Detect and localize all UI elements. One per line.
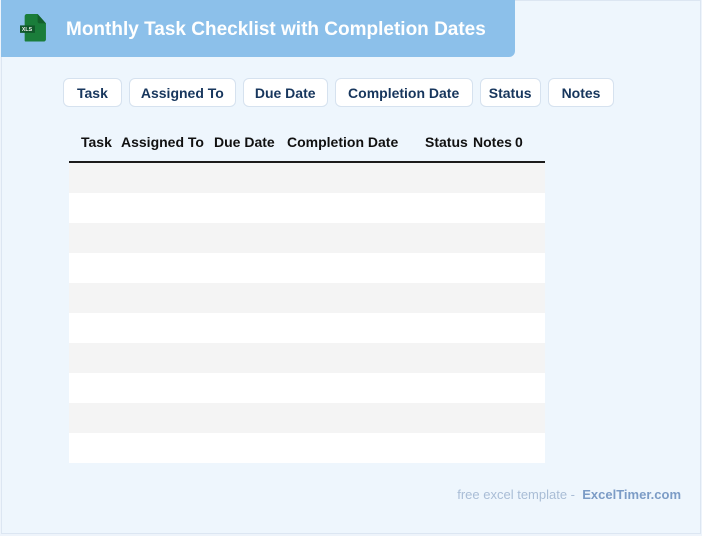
svg-text:XLS: XLS: [22, 27, 33, 33]
